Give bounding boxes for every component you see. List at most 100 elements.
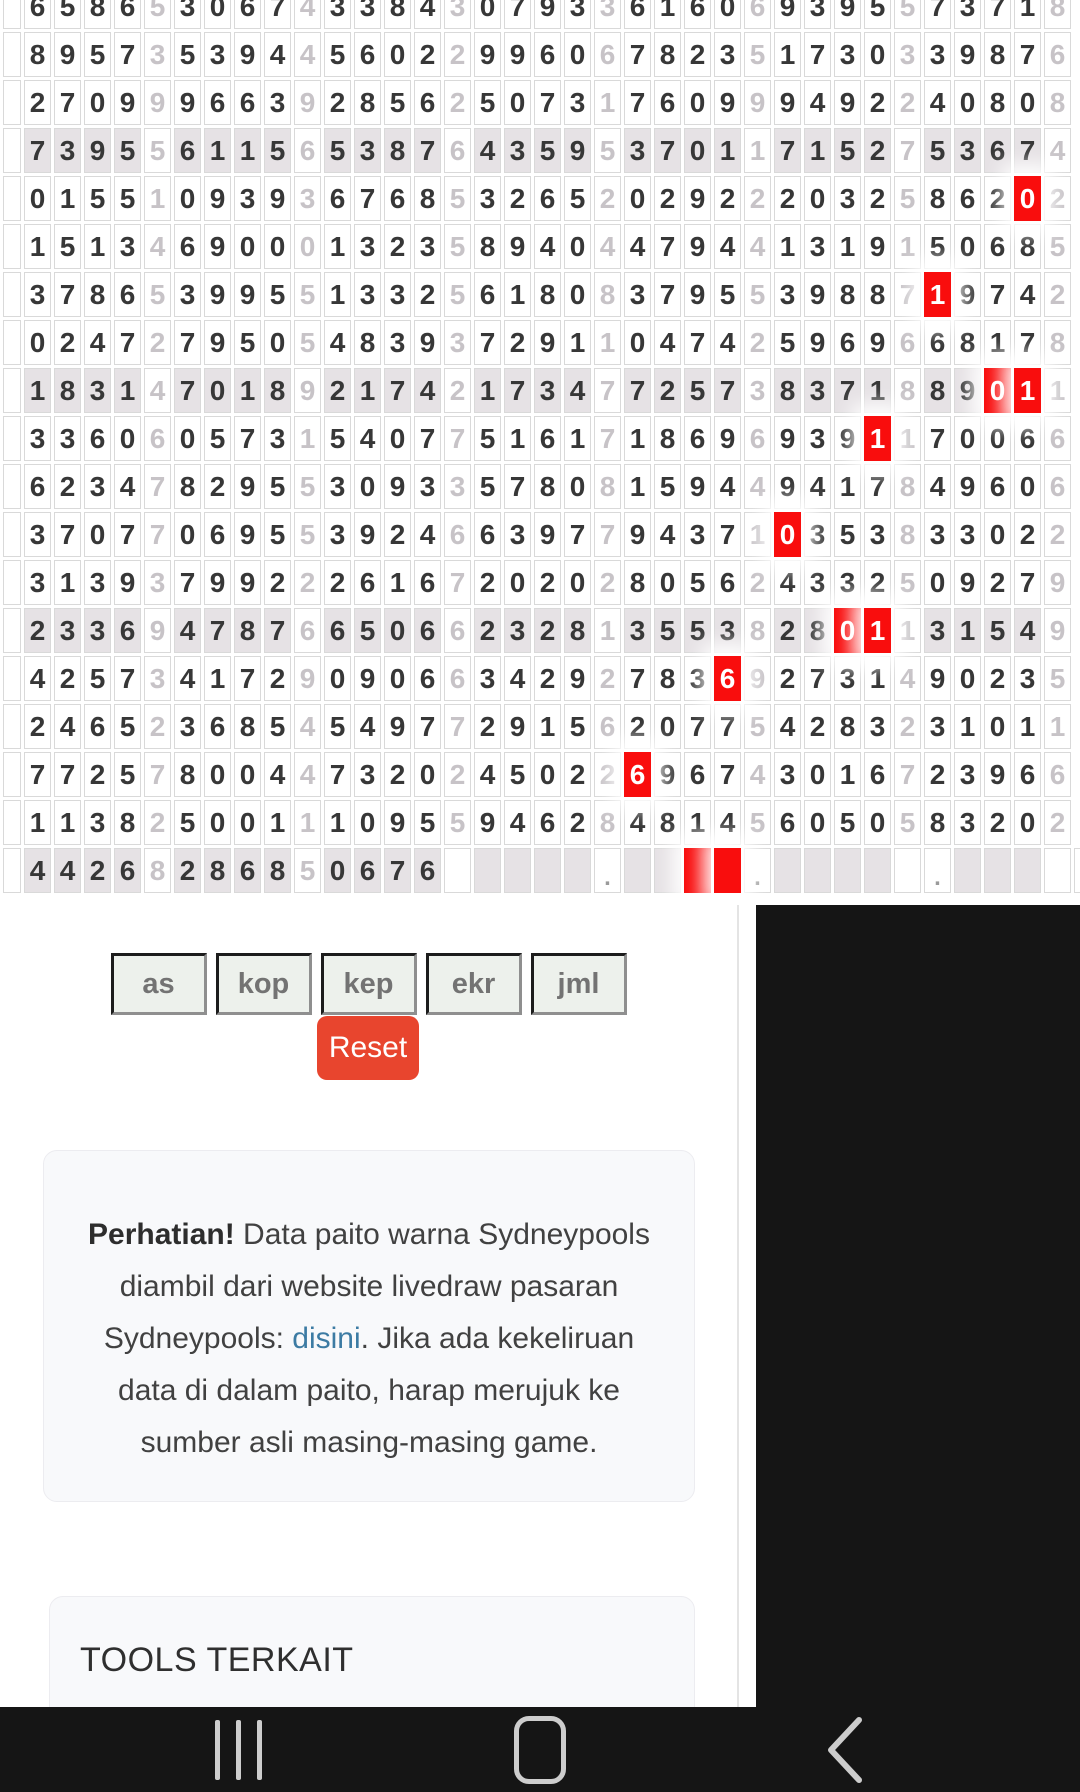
grid-cell[interactable]: 3 — [174, 704, 201, 749]
grid-cell[interactable]: 4 — [114, 464, 141, 509]
grid-cell[interactable]: 9 — [954, 368, 981, 413]
grid-cell[interactable]: 7 — [1014, 320, 1041, 365]
grid-cell[interactable]: 2 — [264, 656, 291, 701]
grid-cell[interactable]: 7 — [234, 656, 261, 701]
grid-cell[interactable]: 0 — [204, 368, 231, 413]
grid-cell[interactable]: 8 — [804, 608, 831, 653]
grid-cell[interactable]: 3 — [174, 0, 201, 29]
grid-cell[interactable]: 9 — [144, 80, 171, 125]
grid-cell[interactable]: 4 — [714, 800, 741, 845]
grid-cell[interactable]: 1 — [624, 464, 651, 509]
grid-cell[interactable]: 3 — [264, 416, 291, 461]
grid-cell[interactable]: 5 — [654, 608, 681, 653]
grid-cell[interactable]: 6 — [894, 320, 921, 365]
grid-cell[interactable]: 1 — [354, 368, 381, 413]
grid-cell[interactable]: 3 — [414, 464, 441, 509]
grid-cell[interactable]: 6 — [1044, 752, 1071, 797]
grid-cell[interactable]: 2 — [654, 368, 681, 413]
grid-cell[interactable]: 2 — [444, 80, 471, 125]
grid-cell[interactable]: 4 — [54, 704, 81, 749]
grid-cell[interactable]: 6 — [24, 0, 51, 29]
grid-cell[interactable]: 7 — [714, 512, 741, 557]
grid-cell[interactable]: 8 — [894, 512, 921, 557]
grid-cell[interactable]: 4 — [414, 0, 441, 29]
grid-cell[interactable]: 3 — [234, 176, 261, 221]
grid-cell[interactable]: 3 — [864, 704, 891, 749]
kep-button[interactable]: kep — [320, 953, 417, 1015]
grid-cell[interactable]: 7 — [594, 368, 621, 413]
grid-cell[interactable]: 5 — [744, 272, 771, 317]
grid-cell[interactable]: 5 — [414, 800, 441, 845]
grid-cell[interactable]: 6 — [174, 128, 201, 173]
grid-cell[interactable]: 4 — [294, 704, 321, 749]
grid-cell[interactable]: 0 — [204, 752, 231, 797]
grid-cell[interactable]: 0 — [504, 560, 531, 605]
grid-cell[interactable]: 6 — [774, 800, 801, 845]
grid-cell[interactable]: 7 — [264, 0, 291, 29]
grid-cell[interactable]: 6 — [24, 464, 51, 509]
grid-cell[interactable]: 6 — [714, 656, 741, 701]
grid-cell[interactable]: 9 — [204, 320, 231, 365]
grid-cell[interactable]: 3 — [54, 416, 81, 461]
grid-cell[interactable]: 2 — [774, 608, 801, 653]
grid-cell[interactable] — [474, 848, 501, 893]
grid-cell[interactable]: 8 — [594, 272, 621, 317]
grid-cell[interactable]: 3 — [714, 608, 741, 653]
grid-cell[interactable]: 7 — [864, 464, 891, 509]
grid-cell[interactable]: 7 — [804, 656, 831, 701]
grid-cell[interactable]: 8 — [894, 464, 921, 509]
grid-cell[interactable]: 5 — [84, 176, 111, 221]
grid-cell[interactable]: 2 — [294, 560, 321, 605]
grid-cell[interactable]: 6 — [1044, 464, 1071, 509]
grid-cell[interactable] — [444, 848, 471, 893]
grid-cell[interactable]: 4 — [924, 464, 951, 509]
grid-cell[interactable]: 3 — [84, 368, 111, 413]
grid-cell[interactable]: . — [1074, 848, 1080, 893]
grid-cell[interactable]: 3 — [84, 464, 111, 509]
grid-cell[interactable]: 4 — [54, 848, 81, 893]
grid-cell[interactable]: 9 — [684, 272, 711, 317]
grid-cell[interactable]: 5 — [594, 128, 621, 173]
grid-cell[interactable]: 8 — [534, 464, 561, 509]
grid-cell[interactable]: 3 — [414, 224, 441, 269]
grid-cell[interactable]: 0 — [204, 800, 231, 845]
grid-cell[interactable]: 5 — [294, 848, 321, 893]
grid-cell[interactable] — [1014, 848, 1041, 893]
grid-cell[interactable]: 7 — [414, 128, 441, 173]
grid-cell[interactable]: 1 — [924, 272, 951, 317]
grid-cell[interactable]: 7 — [24, 128, 51, 173]
grid-cell[interactable] — [624, 848, 651, 893]
grid-cell[interactable]: 7 — [444, 704, 471, 749]
grid-cell[interactable]: 5 — [204, 416, 231, 461]
grid-cell[interactable]: 5 — [834, 128, 861, 173]
grid-cell[interactable]: 1 — [654, 0, 681, 29]
grid-cell[interactable]: 3 — [594, 0, 621, 29]
grid-cell[interactable]: 9 — [684, 224, 711, 269]
grid-cell[interactable]: 5 — [114, 128, 141, 173]
grid-cell[interactable]: 2 — [744, 320, 771, 365]
grid-cell[interactable]: 5 — [684, 608, 711, 653]
grid-cell[interactable]: 6 — [414, 560, 441, 605]
grid-cell[interactable]: 0 — [624, 176, 651, 221]
grid-cell[interactable]: 7 — [474, 320, 501, 365]
grid-cell[interactable]: 5 — [174, 32, 201, 77]
grid-cell[interactable]: 9 — [234, 512, 261, 557]
grid-cell[interactable]: 8 — [984, 32, 1011, 77]
grid-cell[interactable]: 2 — [864, 560, 891, 605]
grid-cell[interactable]: 3 — [24, 512, 51, 557]
grid-cell[interactable]: 2 — [534, 560, 561, 605]
grid-cell[interactable]: 2 — [324, 560, 351, 605]
grid-cell[interactable]: 3 — [834, 656, 861, 701]
grid-cell[interactable]: 6 — [684, 752, 711, 797]
grid-cell[interactable]: 9 — [264, 176, 291, 221]
grid-cell[interactable]: 6 — [444, 608, 471, 653]
grid-cell[interactable]: 0 — [354, 800, 381, 845]
grid-cell[interactable]: 6 — [114, 0, 141, 29]
grid-cell[interactable]: 0 — [234, 800, 261, 845]
grid-cell[interactable]: 3 — [474, 176, 501, 221]
grid-cell[interactable]: 1 — [894, 224, 921, 269]
grid-cell[interactable]: 0 — [954, 224, 981, 269]
grid-cell[interactable]: 5 — [774, 320, 801, 365]
grid-cell[interactable]: 8 — [354, 320, 381, 365]
grid-cell[interactable]: 7 — [684, 704, 711, 749]
